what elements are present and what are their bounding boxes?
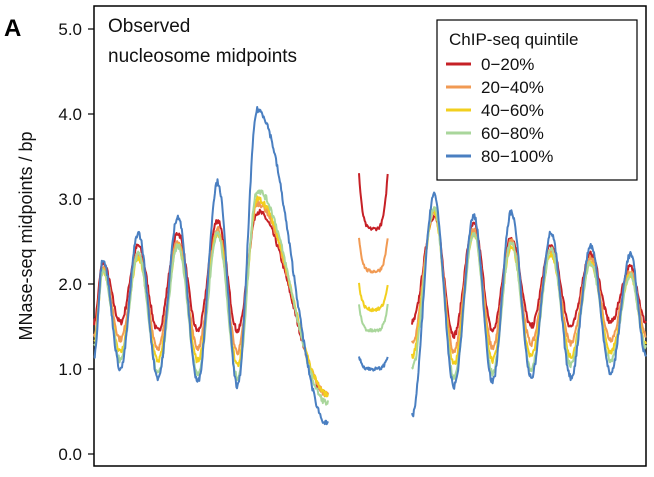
series-0-right-line	[411, 214, 647, 339]
series-4-center-line	[358, 356, 389, 372]
legend-title: ChIP-seq quintile	[449, 30, 578, 49]
y-tick-label: 2.0	[58, 275, 82, 294]
series-4-right-line	[411, 191, 647, 418]
legend-label: 0−20%	[481, 55, 534, 74]
y-tick-label: 5.0	[58, 20, 82, 39]
series-2-center-line	[358, 282, 389, 313]
annotation-line-1: Observed	[108, 16, 190, 37]
series-3-center-line	[358, 303, 389, 333]
y-tick-label: 4.0	[58, 105, 82, 124]
series-layer	[93, 106, 647, 426]
series-0-center-line	[358, 173, 389, 232]
series-1-center-line	[358, 237, 389, 274]
series-3-right-line	[411, 206, 647, 380]
series-4-left-line	[93, 106, 329, 426]
y-tick-label: 3.0	[58, 190, 82, 209]
panel-label: A	[4, 15, 21, 42]
y-axis-title: MNase-seq midpoints / bp	[16, 131, 36, 340]
legend-label: 40−60%	[481, 101, 544, 120]
annotation-line-2: nucleosome midpoints	[108, 46, 297, 67]
plot-frame	[93, 5, 647, 467]
y-tick-label: 0.0	[58, 445, 82, 464]
legend-box	[436, 19, 638, 181]
legend-label: 80−100%	[481, 147, 553, 166]
legend: ChIP-seq quintile 0−20% 20−40% 40−60% 60−80…	[436, 19, 638, 181]
series-2-right-line	[411, 208, 647, 365]
legend-label: 20−40%	[481, 78, 544, 97]
series-1-right-line	[411, 210, 647, 354]
series-3-left-line	[93, 189, 329, 406]
y-axis: MNase-seq midpoints / bp 0.0 1.0 2.0 3.0 4.0…	[16, 20, 94, 464]
legend-label: 60−80%	[481, 124, 544, 143]
y-tick-label: 1.0	[58, 360, 82, 379]
annotation: Observed nucleosome midpoints	[108, 16, 297, 67]
